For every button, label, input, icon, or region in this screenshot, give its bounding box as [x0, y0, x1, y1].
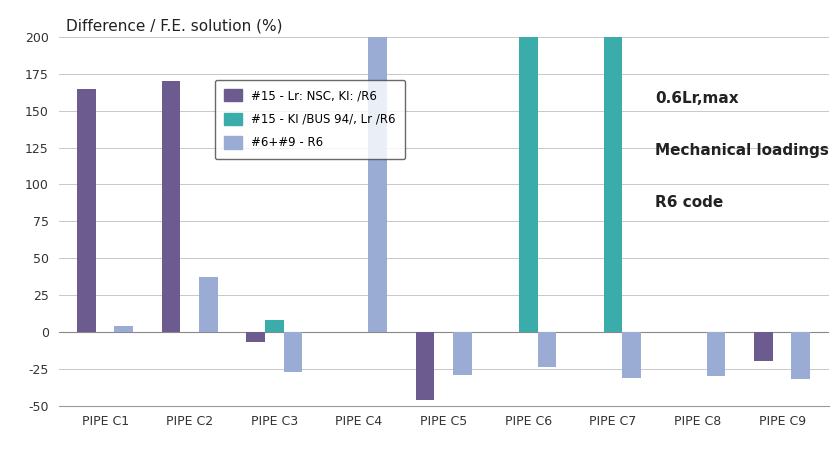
Bar [368, 37, 386, 332]
Bar [452, 332, 471, 375]
Bar [753, 332, 772, 361]
Bar [77, 89, 95, 332]
Bar [199, 278, 217, 332]
Text: Difference / F.E. solution (%): Difference / F.E. solution (%) [66, 18, 283, 33]
Bar [265, 320, 283, 332]
Bar [537, 332, 555, 367]
Bar [115, 326, 133, 332]
Bar [518, 37, 537, 332]
Bar [246, 332, 265, 342]
Legend: #15 - Lr: NSC, KI: /R6, #15 - KI /BUS 94/, Lr /R6, #6+#9 - R6: #15 - Lr: NSC, KI: /R6, #15 - KI /BUS 94… [214, 80, 405, 159]
Text: R6 code: R6 code [655, 195, 723, 210]
Bar [621, 332, 640, 378]
Bar [161, 81, 181, 332]
Bar [791, 332, 809, 379]
Bar [603, 37, 621, 332]
Text: 0.6Lr,max: 0.6Lr,max [655, 91, 738, 106]
Bar [415, 332, 434, 400]
Bar [283, 332, 302, 372]
Text: Mechanical loadings: Mechanical loadings [655, 143, 828, 158]
Bar [706, 332, 725, 376]
